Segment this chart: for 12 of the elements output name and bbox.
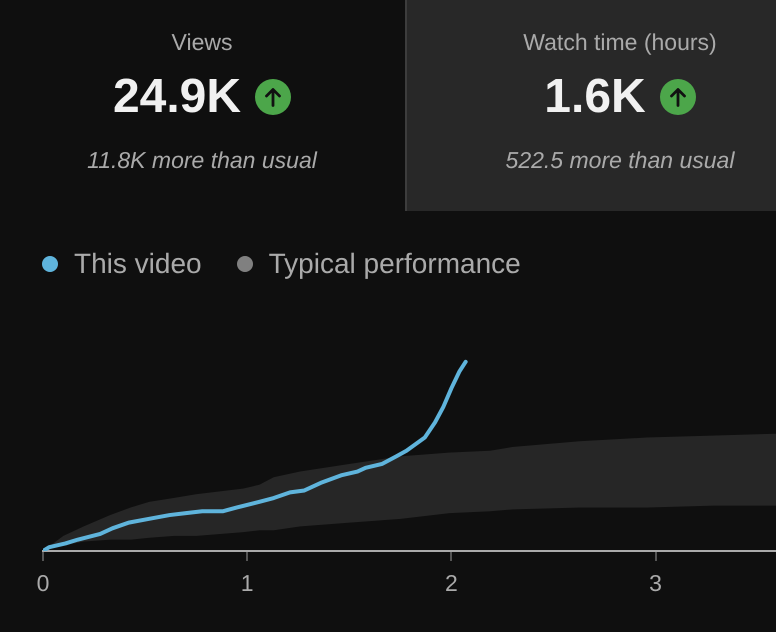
- x-tick-label: 1: [240, 570, 254, 596]
- x-tick-label: 2: [444, 570, 458, 596]
- text: Views: [170, 29, 234, 55]
- x-tick-label: 0: [36, 570, 50, 596]
- text: 522.5 more than usual: [504, 147, 736, 173]
- text: 11.8K more than usual: [86, 147, 318, 173]
- text: 1.6K: [544, 70, 646, 123]
- text: 24.9K: [112, 70, 242, 123]
- legend-label: This video: [74, 248, 202, 279]
- legend-label: Typical performance: [268, 248, 521, 279]
- text: Watch time (hours): [522, 29, 718, 55]
- x-tick-label: 3: [649, 570, 662, 596]
